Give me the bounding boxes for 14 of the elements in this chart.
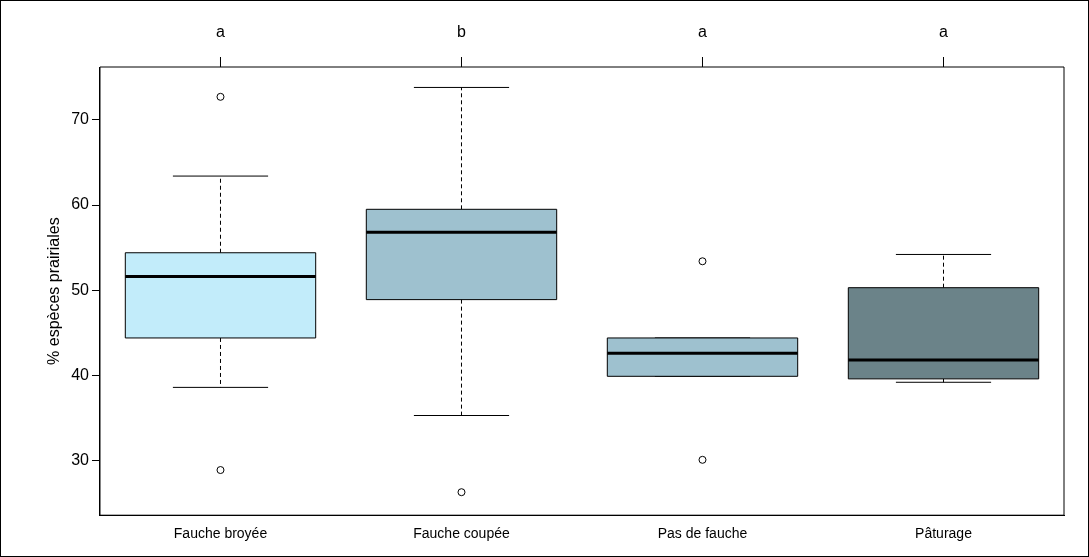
y-axis-title: % espèces prairiales (45, 217, 63, 365)
x-tick-label: Fauche coupée (413, 525, 510, 542)
x-tick-label: Pas de fauche (657, 525, 748, 542)
x-tick-label: Pâturage (915, 525, 973, 542)
y-tick-label: 60 (71, 195, 90, 213)
annotation: a (698, 23, 708, 41)
y-tick-label: 50 (71, 280, 90, 298)
y-tick-label: 30 (71, 451, 90, 469)
annotation: a (939, 23, 949, 41)
y-tick-label: 40 (71, 365, 90, 383)
y-tick-label: 70 (71, 110, 90, 128)
x-tick-label: Fauche broyée (173, 525, 268, 542)
annotation: b (457, 23, 467, 41)
annotation: a (216, 23, 226, 41)
